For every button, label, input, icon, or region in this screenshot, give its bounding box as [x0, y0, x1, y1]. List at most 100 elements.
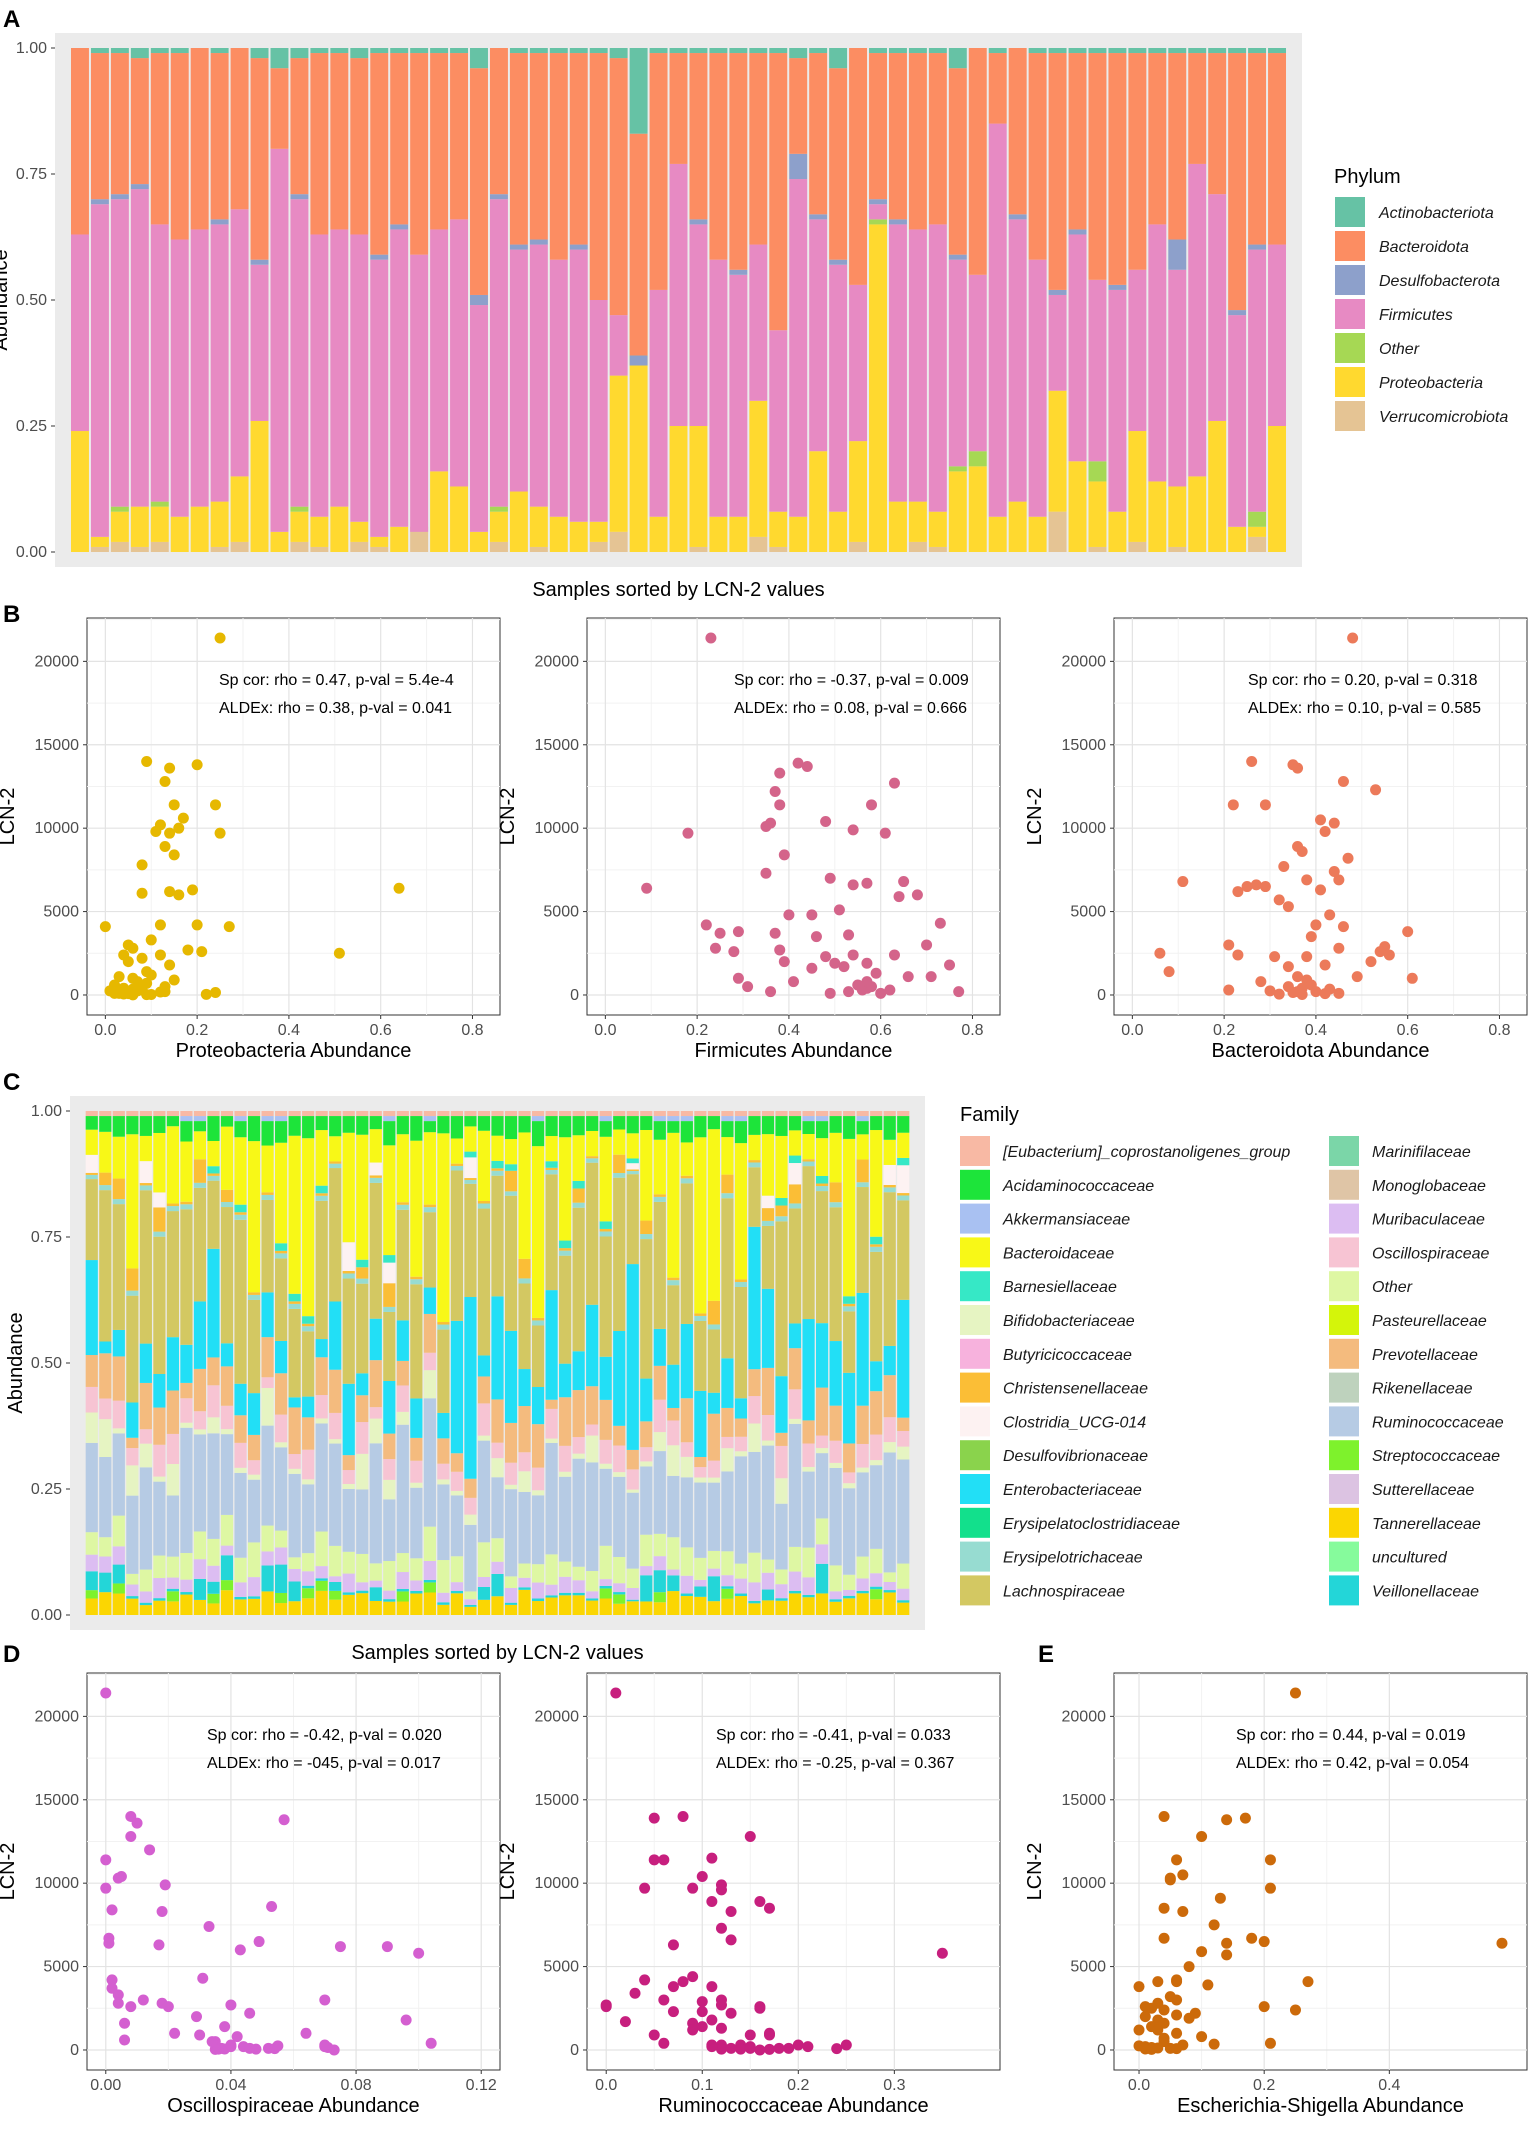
data-point [250, 2043, 262, 2055]
bar-segment [130, 184, 149, 190]
bar-segment [504, 1164, 518, 1171]
bar-segment [504, 1191, 518, 1196]
data-point [1319, 826, 1331, 838]
bar-segment [569, 244, 588, 250]
data-point [1146, 2002, 1158, 2014]
data-point [725, 2007, 737, 2019]
bar-segment [166, 1591, 179, 1602]
x-tick-label: 0.3 [883, 2077, 905, 2094]
panel-label-a: A [3, 6, 20, 33]
bar-segment [470, 294, 488, 306]
bar-segment [126, 1290, 139, 1296]
bar-segment [843, 1138, 856, 1297]
bar-segment [112, 1136, 125, 1179]
y-tick-label: 5000 [43, 1959, 79, 1976]
bar-segment [883, 1592, 896, 1615]
data-point [898, 876, 910, 888]
x-tick-label: 0.0 [1121, 1022, 1143, 1039]
data-point [334, 1941, 346, 1953]
bar-segment [396, 1209, 409, 1321]
bar-segment [90, 546, 109, 552]
bar-segment [477, 1586, 491, 1600]
bar-segment [370, 259, 389, 537]
bar-segment [802, 1577, 815, 1595]
bar-segment [390, 526, 409, 552]
bar-segment [667, 1280, 680, 1286]
bar-segment [843, 1303, 856, 1307]
bar-segment [410, 1284, 423, 1399]
bar-segment [504, 1489, 518, 1577]
bar-segment [734, 1593, 748, 1597]
bar-segment [491, 1399, 504, 1443]
bar-segment [491, 1538, 504, 1562]
bar-segment [829, 1405, 842, 1441]
bar-segment [390, 224, 409, 230]
bar-segment [85, 1532, 98, 1555]
bar-segment [464, 1604, 477, 1607]
bar-segment [410, 1279, 423, 1285]
data-point [1406, 972, 1418, 984]
bar-segment [1228, 53, 1247, 311]
bar-segment [829, 1467, 842, 1566]
data-point [1264, 1882, 1276, 1894]
bar-segment [450, 1453, 464, 1472]
bar-segment [396, 1601, 409, 1615]
data-point [735, 2043, 747, 2055]
bar-segment [870, 1460, 883, 1466]
bar-segment [193, 1578, 207, 1600]
bar-segment [342, 1592, 355, 1595]
bar-segment [342, 1470, 355, 1484]
bar-segment [234, 1116, 247, 1122]
bar-segment [734, 1596, 748, 1615]
data-point [1292, 762, 1304, 774]
bar-segment [545, 1290, 558, 1400]
bar-segment [85, 1590, 98, 1599]
bar-segment [640, 1239, 653, 1379]
bar-segment [247, 1479, 261, 1543]
bar-segment [689, 53, 708, 220]
data-point [831, 2043, 843, 2055]
bar-segment [802, 1594, 815, 1598]
data-point [934, 917, 946, 929]
bar-segment [180, 1204, 193, 1210]
bar-segment [491, 1135, 504, 1161]
y-tick-label: 0 [570, 987, 579, 1004]
y-tick-label: 20000 [1062, 1708, 1107, 1725]
bar-segment [545, 1442, 558, 1555]
bar-segment [843, 1116, 856, 1139]
bar-segment [220, 1545, 234, 1556]
bar-segment [464, 1157, 477, 1179]
bar-segment [275, 1340, 288, 1374]
bar-segment [153, 1476, 166, 1482]
annotation-line: ALDEx: rho = -045, p-val = 0.017 [207, 1755, 441, 1772]
bar-segment [599, 1545, 612, 1580]
bar-segment [491, 1442, 504, 1459]
bar-segment [856, 1472, 869, 1557]
bar-segment [816, 1448, 829, 1454]
y-tick-label: 15000 [1062, 1792, 1107, 1809]
bar-segment [437, 1479, 450, 1485]
bar-segment [489, 194, 508, 200]
bar-segment [491, 1111, 504, 1117]
bar-segment [220, 1405, 234, 1430]
bar-segment [464, 1599, 477, 1605]
bar-segment [504, 1111, 518, 1117]
panel-label-d: D [3, 1641, 20, 1668]
bar-segment [153, 1600, 166, 1615]
bar-segment [572, 1351, 585, 1391]
bar-segment [180, 1422, 193, 1428]
data-point [400, 2014, 412, 2026]
bar-segment [207, 1111, 220, 1117]
bar-segment [234, 1582, 247, 1597]
bar-segment [356, 1116, 369, 1135]
data-point [1264, 1854, 1276, 1866]
bar-segment [883, 1116, 896, 1140]
bar-segment [139, 1183, 152, 1186]
legend-label: uncultured [1372, 1550, 1448, 1567]
bar-segment [572, 1566, 585, 1581]
bar-segment [112, 1564, 125, 1584]
bar-segment [190, 229, 209, 507]
bar-segment [247, 1299, 261, 1394]
legend-label: Enterobacteriaceae [1003, 1482, 1142, 1499]
bar-segment [599, 1468, 612, 1546]
